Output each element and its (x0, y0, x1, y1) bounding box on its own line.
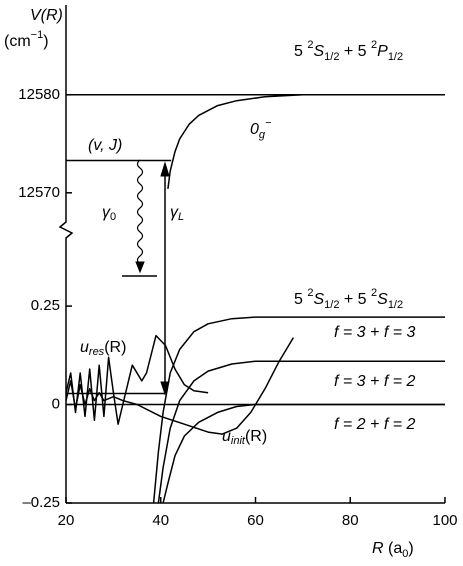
text: u (222, 428, 231, 445)
text: (cm (4, 33, 31, 50)
annotation: (v, J) (88, 137, 122, 154)
x-tick-label: 20 (58, 512, 75, 529)
text: −1 (31, 29, 44, 41)
annotation: ures(R) (80, 339, 126, 358)
curve (152, 316, 445, 504)
text: 2 (371, 287, 377, 299)
x-tick-label: 60 (247, 512, 264, 529)
curve (167, 94, 445, 189)
y-tick-label: 12580 (18, 86, 60, 103)
x-tick-label: 80 (342, 512, 359, 529)
x-label: R (a0) (372, 540, 414, 560)
text: S (377, 291, 388, 308)
annotation: 5 2S1/2 + 5 2P1/2 (294, 39, 403, 63)
text: init (231, 435, 246, 447)
annotation: f = 3 + f = 2 (334, 373, 415, 390)
text: R (372, 540, 384, 557)
x-tick-label: 40 (152, 512, 169, 529)
text: (a (384, 540, 403, 557)
y-tick-label: 12570 (18, 184, 60, 201)
text: 0 (402, 548, 408, 560)
arrow-head (135, 261, 145, 274)
text: 1/2 (388, 51, 403, 63)
arrow-head (160, 161, 170, 177)
y-axis-with-break (58, 5, 74, 503)
text: 1/2 (388, 299, 403, 311)
text: γ (102, 204, 111, 221)
wavy-arrow (136, 159, 144, 268)
text: g (259, 129, 266, 141)
text: ) (43, 33, 48, 50)
text: 2 (307, 287, 313, 299)
text: 2 (371, 39, 377, 51)
annotation: f = 3 + f = 3 (334, 324, 415, 341)
text: + 5 (339, 291, 371, 308)
text: u (80, 339, 89, 356)
text: 0 (250, 121, 259, 138)
y-tick-label: 0 (52, 396, 60, 413)
annotation: uinit(R) (222, 428, 267, 447)
text: γ (170, 204, 179, 221)
y-label: V(R) (30, 7, 63, 24)
text: 2 (307, 39, 313, 51)
text: − (265, 117, 272, 129)
x-tick-label: 100 (432, 512, 457, 529)
annotation: γ0 (102, 204, 116, 223)
text: L (178, 211, 184, 223)
annotation: 5 2S1/2 + 5 2S1/2 (294, 287, 403, 311)
text: 5 (294, 291, 307, 308)
text: + 5 (339, 43, 371, 60)
y-label-unit: (cm−1) (4, 29, 49, 50)
annotation: 0g− (250, 117, 272, 141)
annotation: γL (170, 204, 184, 223)
axes (58, 5, 445, 504)
text: (R) (245, 428, 267, 445)
text: P (377, 43, 388, 60)
text: 0 (110, 211, 116, 223)
text: ) (408, 540, 413, 557)
text: 1/2 (324, 299, 339, 311)
text: S (313, 43, 324, 60)
text: S (313, 291, 324, 308)
curve (157, 360, 445, 504)
y-tick-label: –0.25 (22, 494, 60, 511)
y-tick-label: 0.25 (31, 297, 60, 314)
annotation: f = 2 + f = 2 (334, 416, 415, 433)
curve (65, 337, 295, 435)
text: 1/2 (324, 51, 339, 63)
text: 5 (294, 43, 307, 60)
text: (R) (104, 339, 126, 356)
text: res (89, 346, 105, 358)
